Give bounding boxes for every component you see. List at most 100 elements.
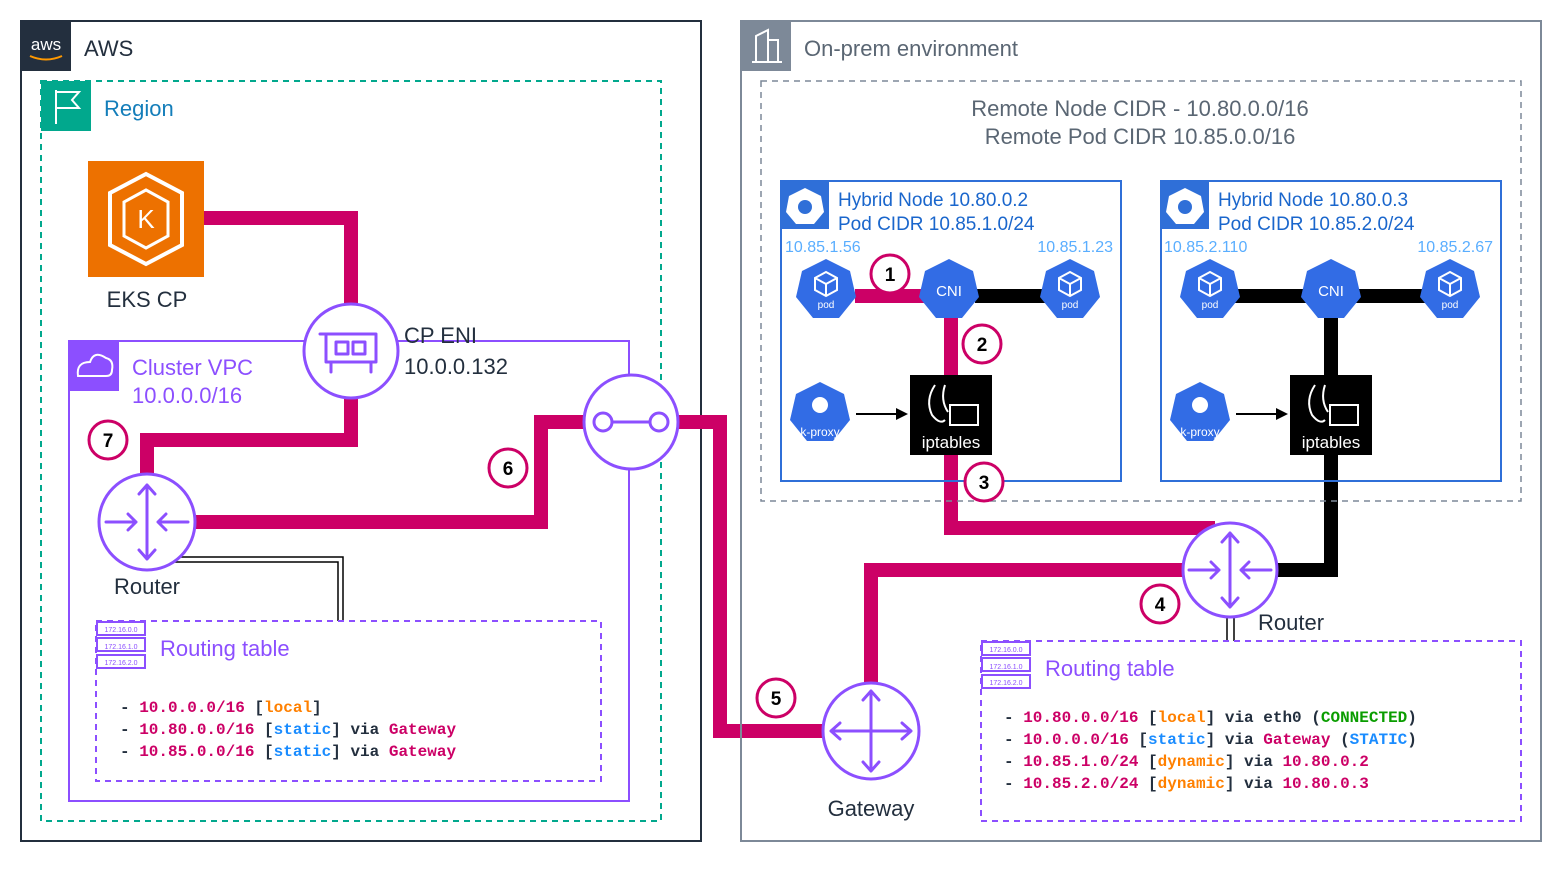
pod-icon: pod xyxy=(796,259,856,318)
gateway-icon xyxy=(829,689,913,773)
svg-text:3: 3 xyxy=(979,473,990,494)
svg-text:2: 2 xyxy=(977,335,988,356)
vpc-cloud-icon xyxy=(69,341,119,391)
route-segment-plain: - xyxy=(1004,709,1023,727)
aws-cloud-group: aws AWS xyxy=(20,20,702,842)
routing-table-title: Routing table xyxy=(1045,656,1175,681)
route-segment-local: local xyxy=(264,699,312,717)
aws-title: AWS xyxy=(84,36,133,61)
route-segment-cidr: 10.85.0.0/16 xyxy=(139,743,254,761)
route-segment-plain: [ xyxy=(1138,775,1157,793)
route-segment-static: static xyxy=(274,721,332,739)
svg-text:5: 5 xyxy=(771,689,782,710)
route-segment-plain: [ xyxy=(1138,709,1157,727)
route-entry: - 10.80.0.0/16 [static] via Gateway xyxy=(120,721,456,739)
svg-text:k-proxy: k-proxy xyxy=(800,425,839,439)
gateway-label: Gateway xyxy=(828,796,915,821)
svg-text:172.16.0.0: 172.16.0.0 xyxy=(989,647,1022,654)
route-segment-plain: - xyxy=(1004,775,1023,793)
route-segment-plain: [ xyxy=(245,699,264,717)
route-segment-plain: ] via eth0 ( xyxy=(1206,709,1321,727)
network-interface-icon xyxy=(318,332,378,374)
route-segment-plain: - xyxy=(1004,753,1023,771)
svg-text:iptables: iptables xyxy=(922,433,981,452)
flag-icon xyxy=(41,81,91,131)
route-segment-plain: ) xyxy=(1407,709,1417,727)
pod-ip: 10.85.2.67 xyxy=(1417,239,1493,256)
route-segment-cidr: 10.85.1.0/24 xyxy=(1023,753,1139,771)
svg-text:172.16.1.0: 172.16.1.0 xyxy=(989,664,1022,671)
eni-label: CP ENI xyxy=(404,323,477,348)
node-title: Hybrid Node 10.80.0.3 xyxy=(1218,190,1408,211)
route-entry: - 10.80.0.0/16 [local] via eth0 (CONNECT… xyxy=(1004,709,1417,727)
pod-icon: pod xyxy=(1040,259,1100,318)
route-segment-plain: [ xyxy=(1138,753,1157,771)
route-segment-ip: 10.80.0.3 xyxy=(1282,775,1368,793)
vpc-cidr: 10.0.0.0/16 xyxy=(132,383,242,408)
pod-icon: pod xyxy=(1180,259,1240,318)
node-pod-cidr: Pod CIDR 10.85.2.0/24 xyxy=(1218,214,1415,235)
route-segment-static: static xyxy=(1148,731,1206,749)
svg-text:172.16.1.0: 172.16.1.0 xyxy=(104,644,137,651)
vpn-connection xyxy=(582,373,680,471)
svg-text:172.16.2.0: 172.16.2.0 xyxy=(989,680,1022,687)
route-segment-dynamic: dynamic xyxy=(1158,775,1225,793)
route-entry: - 10.85.1.0/24 [dynamic] via 10.80.0.2 xyxy=(1004,753,1369,771)
route-entry: - 10.0.0.0/16 [static] via Gateway (STAT… xyxy=(1004,731,1417,749)
onprem-router: Router xyxy=(1181,521,1324,635)
svg-text:7: 7 xyxy=(103,431,114,452)
route-segment-plain: ] via xyxy=(1206,731,1264,749)
route-segment-gateway: Gateway xyxy=(389,743,457,761)
route-segment-ip: 10.80.0.2 xyxy=(1282,753,1368,771)
route-segment-static: static xyxy=(274,743,332,761)
route-segment-plain: - xyxy=(120,743,139,761)
eks-control-plane: K EKS CP xyxy=(88,161,204,312)
iptables-icon: iptables xyxy=(1290,375,1372,455)
route-segment-gateway: Gateway xyxy=(389,721,457,739)
route-segment-cidr: 10.80.0.0/16 xyxy=(1023,709,1138,727)
node-title: Hybrid Node 10.80.0.2 xyxy=(838,190,1028,211)
route-segment-plain: - xyxy=(1004,731,1023,749)
route-segment-plain: ] via xyxy=(1225,753,1283,771)
eks-label: EKS CP xyxy=(107,287,188,312)
route-segment-plain: - xyxy=(120,721,139,739)
route-entry: - 10.85.0.0/16 [static] via Gateway xyxy=(120,743,456,761)
pod-ip: 10.85.1.56 xyxy=(785,239,861,256)
aws-router-label: Router xyxy=(114,574,180,599)
step-2-marker: 2 xyxy=(961,323,1003,365)
svg-text:K: K xyxy=(137,204,155,234)
route-segment-plain: ] via xyxy=(331,721,389,739)
route-segment-plain: [ xyxy=(1129,731,1148,749)
route-segment-dynamic: dynamic xyxy=(1158,753,1225,771)
router-icon xyxy=(104,483,190,561)
route-segment-cidr: 10.80.0.0/16 xyxy=(139,721,254,739)
remote-pod-cidr: Remote Pod CIDR 10.85.0.0/16 xyxy=(985,124,1296,149)
route-segment-plain: ) xyxy=(1407,731,1417,749)
route-segment-plain: ] xyxy=(312,699,322,717)
aws-smile-icon xyxy=(29,55,63,61)
route-entry: - 10.0.0.0/16 [local] xyxy=(120,699,322,717)
svg-text:172.16.2.0: 172.16.2.0 xyxy=(104,660,137,667)
route-segment-plain: ] via xyxy=(331,743,389,761)
kube-proxy-icon: k-proxy xyxy=(1170,382,1230,441)
svg-text:k-proxy: k-proxy xyxy=(1180,425,1219,439)
onprem-routing-table: 172.16.0.0 172.16.1.0 172.16.2.0 Routing… xyxy=(980,640,1522,822)
traffic-path xyxy=(140,211,1426,738)
pod-ip: 10.85.1.23 xyxy=(1037,239,1113,256)
route-segment-gateway: Gateway xyxy=(1263,731,1331,749)
remote-node-cidr: Remote Node CIDR - 10.80.0.0/16 xyxy=(971,96,1309,121)
svg-text:CNI: CNI xyxy=(1318,283,1344,300)
onprem-title: On-prem environment xyxy=(804,36,1018,61)
eni-ip: 10.0.0.132 xyxy=(404,354,508,379)
eks-icon xyxy=(88,161,204,277)
route-segment-connected: CONNECTED xyxy=(1321,709,1407,727)
routing-table-title: Routing table xyxy=(160,636,290,661)
pod-ip: 10.85.2.110 xyxy=(1164,239,1247,256)
svg-text:pod: pod xyxy=(1202,300,1219,311)
step-1-marker: 1 xyxy=(869,253,911,295)
onprem-router-label: Router xyxy=(1258,610,1324,635)
svg-text:4: 4 xyxy=(1155,595,1166,616)
aws-logo-text: aws xyxy=(31,35,61,54)
svg-text:1: 1 xyxy=(885,265,896,286)
